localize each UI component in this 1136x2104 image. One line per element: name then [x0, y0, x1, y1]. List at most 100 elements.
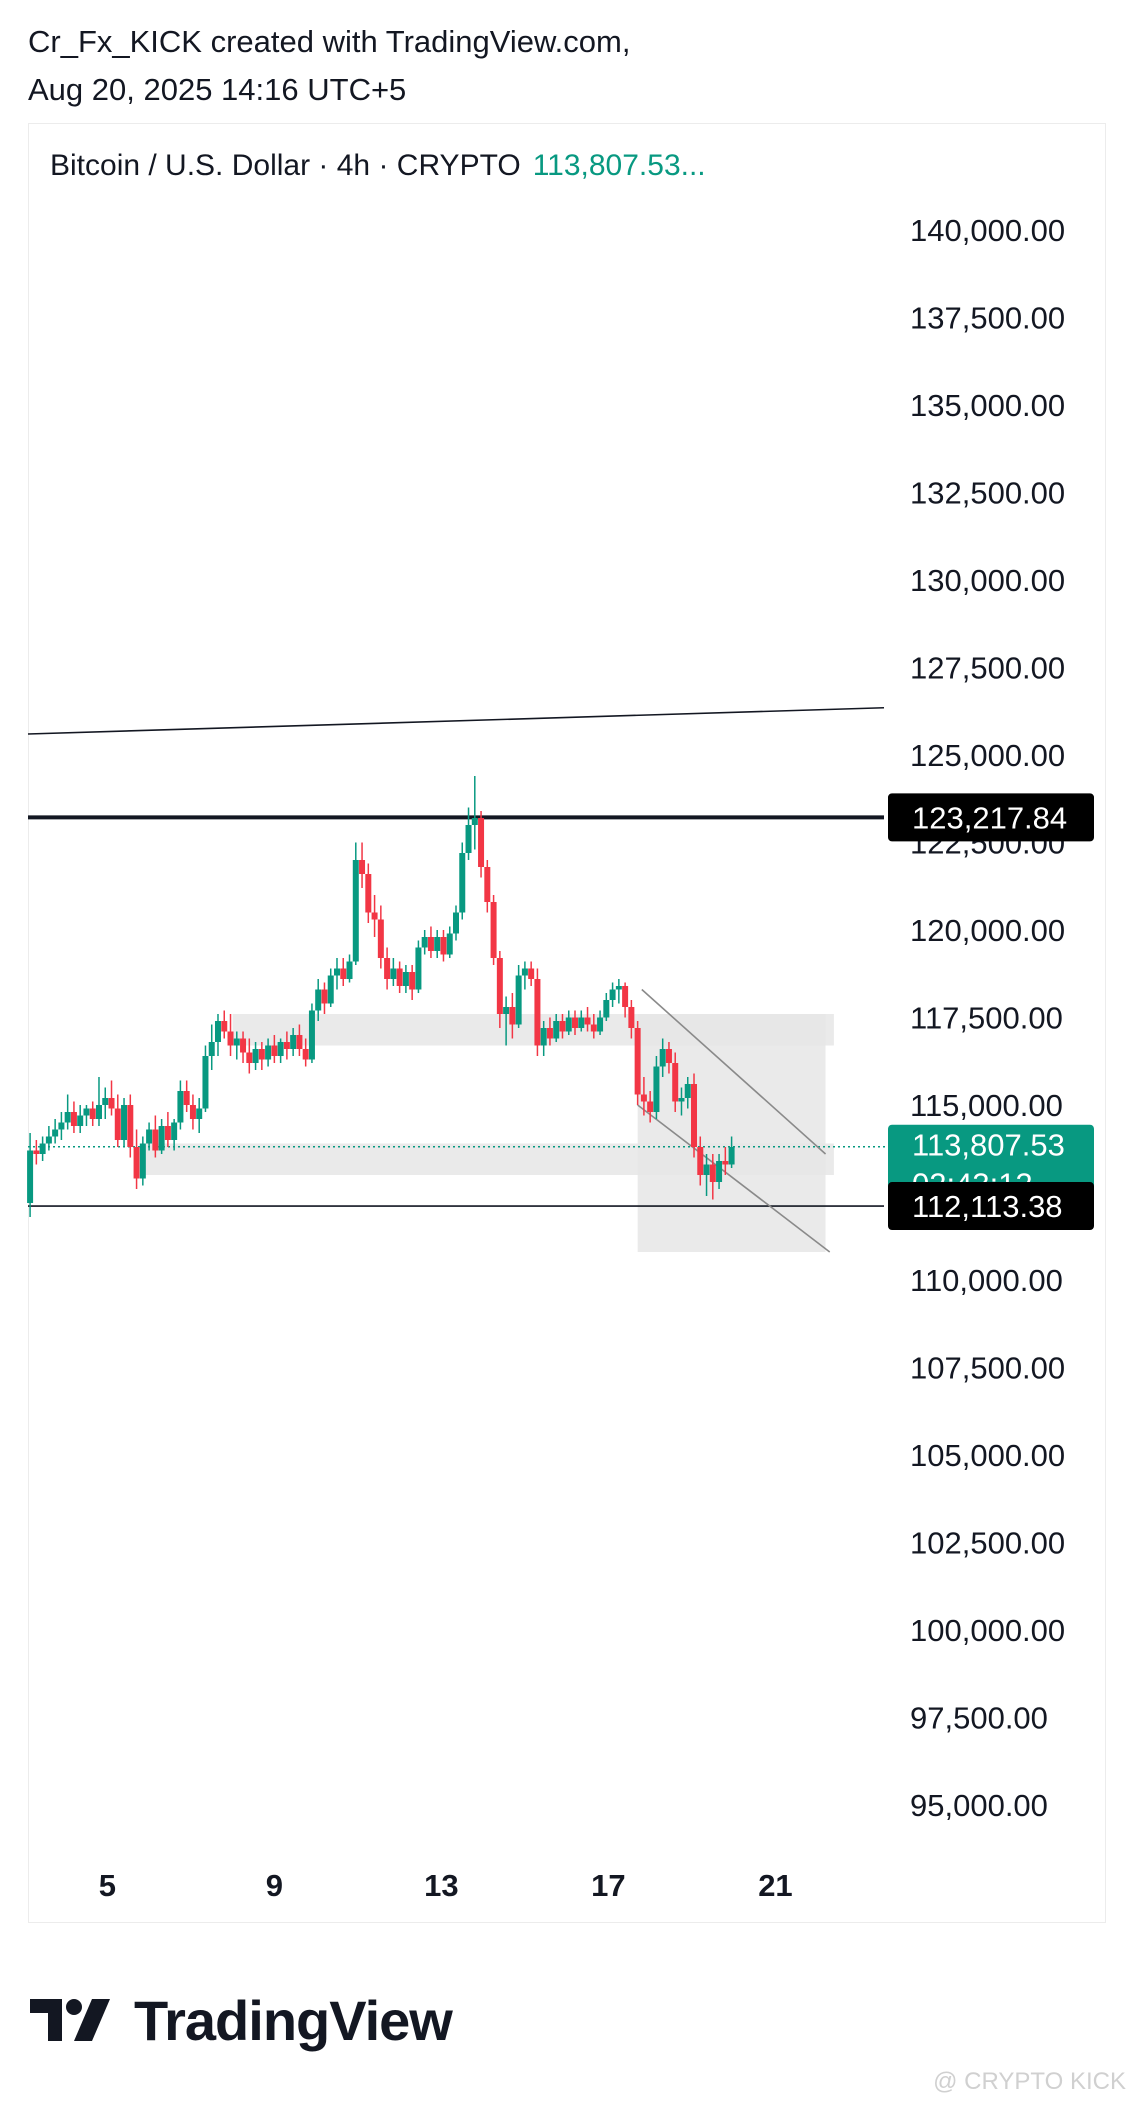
x-axis: 5 9 13 17 21: [99, 1868, 793, 1903]
candle-body: [58, 1122, 65, 1130]
y-tick-label: 107,500.00: [910, 1351, 1065, 1386]
candle-body: [196, 1108, 203, 1119]
y-tick-label: 130,000.00: [910, 563, 1065, 598]
candle-body: [171, 1122, 178, 1140]
candle-52: [352, 842, 359, 965]
candle-body: [333, 968, 340, 976]
candle-body: [615, 986, 622, 990]
candle-body: [396, 968, 403, 986]
candle-72: [478, 811, 485, 878]
candle-16: [127, 1094, 134, 1158]
y-tick-label: 110,000.00: [910, 1263, 1063, 1298]
candle-104: [678, 1087, 685, 1116]
candle-body: [565, 1017, 572, 1032]
candle-body: [45, 1136, 52, 1144]
candle-98: [640, 1077, 647, 1116]
candle-body: [271, 1045, 278, 1056]
candle-32: [227, 1014, 234, 1056]
candle-body: [453, 912, 459, 934]
candle-6: [64, 1094, 71, 1130]
author-line: Cr_Fx_KICK created with TradingView.com,: [28, 24, 631, 59]
candle-body: [628, 1007, 635, 1028]
candle-94: [615, 979, 622, 1004]
candle-96: [628, 1000, 635, 1039]
candle-76: [503, 996, 510, 1046]
candle-body: [659, 1049, 666, 1067]
candle-body: [202, 1056, 209, 1109]
candle-body: [471, 818, 478, 825]
candle-46: [315, 979, 322, 1021]
candle-body: [546, 1028, 553, 1039]
candle-body: [27, 1150, 34, 1203]
price-badge-bg: [888, 1182, 1094, 1231]
candle-body: [490, 902, 497, 958]
watermark: @ CRYPTO KICK: [933, 2068, 1126, 2095]
candle-57: [384, 947, 391, 990]
candle-body: [221, 1021, 228, 1032]
candle-109: [709, 1154, 716, 1200]
candle-67: [446, 926, 453, 958]
candles-layer: [27, 776, 735, 1217]
timestamp-line: Aug 20, 2025 14:16 UTC+5: [28, 72, 407, 107]
logo-wordmark: TradingView: [134, 1988, 453, 2052]
candle-103: [672, 1052, 679, 1112]
candle-14: [114, 1094, 121, 1147]
candle-body: [709, 1164, 716, 1182]
candle-body: [308, 1010, 315, 1060]
candle-34: [240, 1031, 247, 1063]
symbol-name: Bitcoin / U.S. Dollar · 4h · CRYPTO: [50, 149, 521, 182]
candle-81: [534, 968, 541, 1056]
candle-body: [384, 958, 391, 979]
candle-body: [434, 937, 441, 951]
candle-body: [684, 1084, 691, 1098]
candle-30: [214, 1014, 221, 1056]
x-tick-label: 17: [591, 1868, 625, 1903]
candle-body: [609, 989, 616, 1000]
lines-layer: [27, 706, 1090, 1253]
candle-body: [622, 986, 629, 1007]
candle-1: [33, 1140, 40, 1165]
candle-107: [697, 1136, 704, 1186]
candle-body: [459, 853, 466, 913]
candle-65: [434, 930, 441, 958]
candle-80: [528, 961, 535, 986]
candle-body: [509, 1007, 516, 1025]
candle-84: [553, 1014, 560, 1042]
candle-body: [515, 975, 522, 1025]
candle-49: [333, 958, 340, 990]
candle-body: [465, 825, 472, 853]
candle-27: [196, 1098, 203, 1133]
candle-43: [296, 1024, 303, 1056]
candle-102: [665, 1042, 672, 1074]
candle-body: [678, 1098, 685, 1102]
candle-body: [189, 1105, 196, 1119]
candle-body: [478, 818, 485, 867]
candle-22: [164, 1112, 171, 1147]
y-tick-label: 100,000.00: [910, 1613, 1065, 1648]
price-badge-label: 112,113.38: [912, 1189, 1063, 1224]
candle-body: [233, 1038, 240, 1046]
candle-110: [716, 1154, 723, 1189]
x-tick-label: 5: [99, 1868, 116, 1903]
candle-82: [540, 1021, 547, 1056]
candle-body: [484, 867, 491, 902]
y-tick-label: 117,500.00: [910, 1001, 1063, 1036]
candle-33: [233, 1031, 240, 1060]
candle-11: [95, 1077, 102, 1126]
candle-body: [640, 1094, 647, 1102]
candle-99: [647, 1091, 654, 1123]
trend-line: [27, 706, 885, 735]
candle-25: [183, 1080, 190, 1112]
y-tick-label: 115,000.00: [910, 1088, 1063, 1123]
y-tick-label: 125,000.00: [910, 738, 1065, 773]
candle-36: [252, 1042, 259, 1070]
candle-17: [133, 1129, 140, 1189]
x-tick-label: 9: [266, 1868, 283, 1903]
candle-body: [578, 1017, 585, 1028]
tradingview-logo[interactable]: TradingView: [30, 1985, 453, 2055]
candle-56: [377, 905, 384, 969]
y-axis: 140,000.00 137,500.00 135,000.00 132,500.00…: [910, 213, 1065, 1823]
candle-62: [415, 940, 422, 993]
candle-66: [440, 930, 447, 962]
